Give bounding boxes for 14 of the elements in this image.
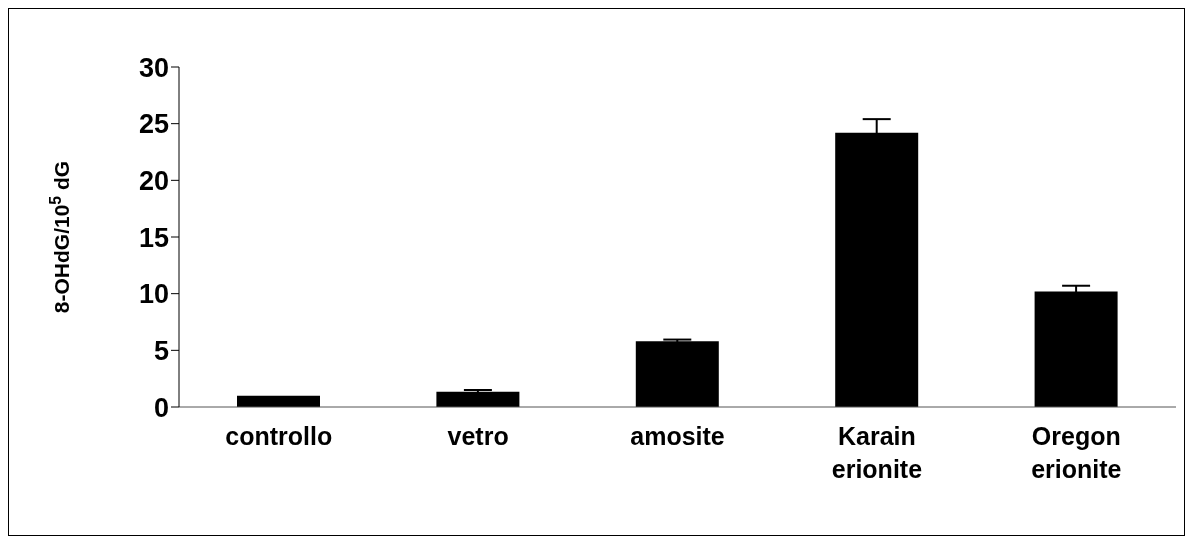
y-tick-label: 30: [138, 52, 169, 83]
x-tick-label: amosite: [630, 422, 725, 450]
y-tick-label: 20: [138, 165, 169, 196]
x-tick-label: controllo: [225, 422, 333, 450]
y-tick-label: 15: [138, 222, 169, 253]
x-tick-label: vetro: [447, 422, 509, 450]
y-tick-label: 25: [138, 109, 169, 140]
x-tick-label: Karain erionite: [831, 422, 923, 483]
x-tick-label: Oregon erionite: [1031, 422, 1122, 483]
y-tick-label: 10: [138, 279, 169, 310]
y-tick-label: 0: [153, 392, 169, 423]
bar: [436, 391, 520, 407]
y-tick-label: 5: [153, 335, 169, 366]
bar: [635, 341, 719, 407]
